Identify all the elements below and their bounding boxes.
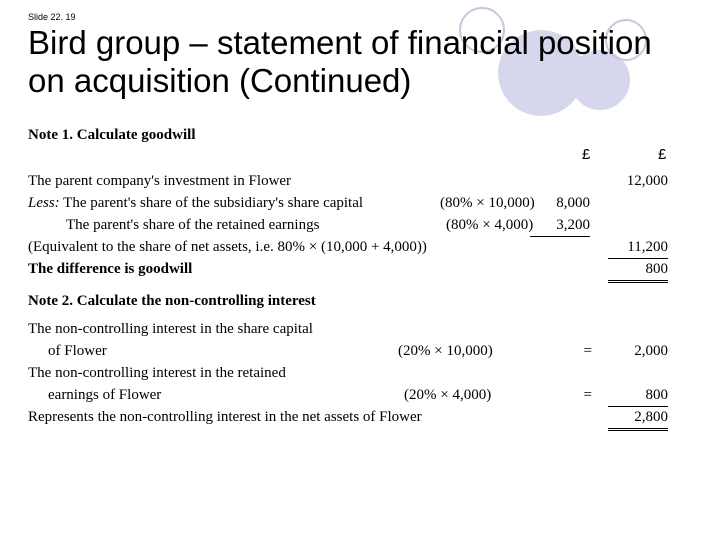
- note2-row-1b: of Flower (20% × 10,000) = 2,000: [28, 340, 692, 362]
- calc: (80% × 4,000): [446, 214, 533, 236]
- slide: Slide 22. 19 Bird group – statement of f…: [0, 0, 720, 540]
- col-header-2: £: [658, 146, 666, 163]
- note2-heading-row: Note 2. Calculate the non-controlling in…: [28, 290, 692, 312]
- text: The parent's share of the retained earni…: [66, 214, 319, 236]
- note2-row-2a: The non-controlling interest in the reta…: [28, 362, 692, 384]
- text: The difference is goodwill: [28, 258, 192, 280]
- calc: (80% × 10,000): [440, 192, 535, 214]
- page-title: Bird group – statement of financial posi…: [28, 24, 692, 100]
- body: Note 1. Calculate goodwill £ £ The paren…: [28, 124, 692, 428]
- note2-row-1a: The non-controlling interest in the shar…: [28, 318, 692, 340]
- equals: =: [584, 340, 592, 362]
- value: 2,800: [608, 406, 668, 431]
- column-headers: £ £: [28, 146, 692, 166]
- calc: (20% × 4,000): [404, 384, 491, 406]
- text: Represents the non-controlling interest …: [28, 406, 422, 428]
- text: of Flower: [48, 340, 107, 362]
- note2-heading: Note 2. Calculate the non-controlling in…: [28, 290, 316, 312]
- equals: =: [584, 384, 592, 406]
- note2-row-2b: earnings of Flower (20% × 4,000) = 800: [28, 384, 692, 406]
- slide-number: Slide 22. 19: [28, 12, 692, 22]
- text: earnings of Flower: [48, 384, 161, 406]
- value: 800: [608, 258, 668, 283]
- col-header-1: £: [582, 146, 590, 163]
- value: 12,000: [608, 170, 668, 192]
- note1-row-5: The difference is goodwill 800: [28, 258, 692, 280]
- value: 3,200: [530, 214, 590, 237]
- note1-row-3: The parent's share of the retained earni…: [28, 214, 692, 236]
- text: The parent company's investment in Flowe…: [28, 170, 291, 192]
- text: Less: The parent's share of the subsidia…: [28, 192, 363, 214]
- calc: (20% × 10,000): [398, 340, 493, 362]
- spacer: [28, 280, 692, 290]
- note1-row-1: The parent company's investment in Flowe…: [28, 170, 692, 192]
- text: The non-controlling interest in the reta…: [28, 362, 286, 384]
- value: 8,000: [530, 192, 590, 214]
- note1-row-2: Less: The parent's share of the subsidia…: [28, 192, 692, 214]
- value: 800: [608, 384, 668, 407]
- value: 11,200: [608, 236, 668, 259]
- note1-heading-row: Note 1. Calculate goodwill: [28, 124, 692, 146]
- note1-row-4: (Equivalent to the share of net assets, …: [28, 236, 692, 258]
- note2-row-3: Represents the non-controlling interest …: [28, 406, 692, 428]
- text: The non-controlling interest in the shar…: [28, 318, 313, 340]
- text: (Equivalent to the share of net assets, …: [28, 236, 427, 258]
- value: 2,000: [608, 340, 668, 362]
- note1-heading: Note 1. Calculate goodwill: [28, 124, 195, 146]
